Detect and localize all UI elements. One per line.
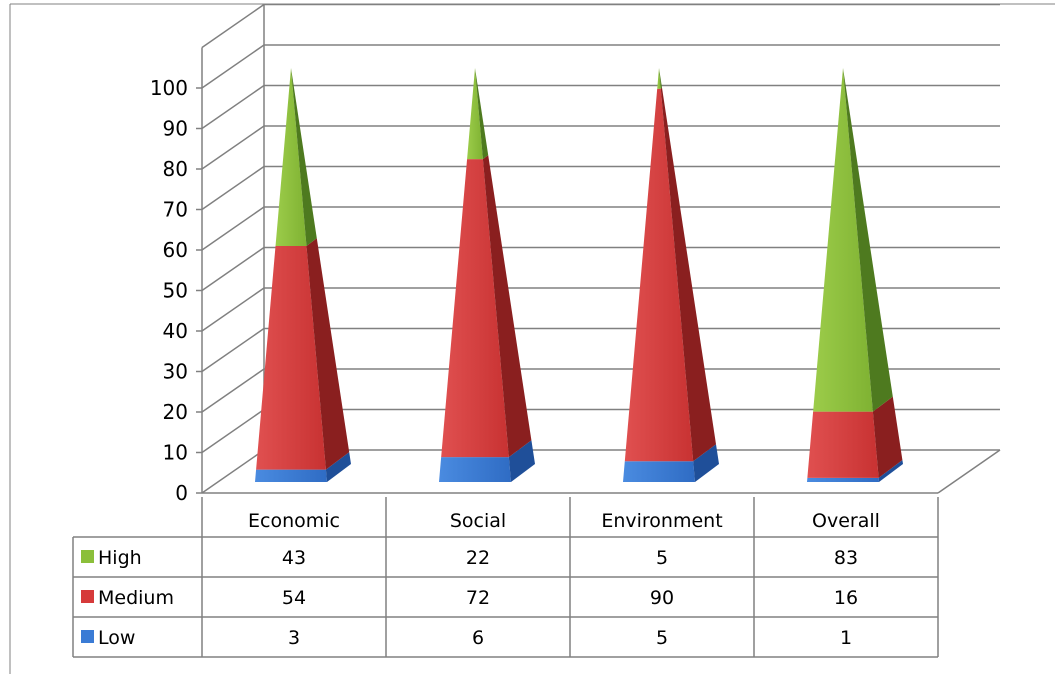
pyramid-segment-high-front [275,68,307,247]
gridline-side [201,125,265,170]
data-table: Economic Social Environment Overall High 43 22… [72,497,939,658]
category-label: Social [450,510,506,532]
category-label: Economic [248,510,340,532]
category-label: Environment [601,510,722,532]
y-tick-label: 50 [163,279,188,303]
pyramid-segment-low-front [807,477,879,482]
y-tick-label: 90 [163,117,188,141]
pyramid-segment-low-side [693,444,719,482]
pyramid-social [439,68,535,482]
pyramid-segment-high-side [291,68,317,247]
pyramid-segment-low-front [255,469,327,482]
series-label: Medium [98,587,174,609]
data-label: 1 [840,627,852,649]
pyramid-segment-medium-front [807,411,879,478]
chart-floor [202,449,1001,494]
data-label: 90 [650,587,674,609]
pyramid-segment-medium-front [441,159,509,458]
gridline-side [201,287,265,332]
data-label: 5 [656,627,668,649]
pyramid-segment-medium-side [482,155,532,458]
y-tick-label: 80 [163,157,188,181]
y-tick-label: 10 [163,441,188,465]
pyramid-economic [255,68,351,482]
pyramid-segment-low-front [439,457,511,482]
gridline-side [201,3,265,49]
data-label: 6 [472,627,484,649]
series-label: High [98,547,142,569]
floor-right-edge [937,449,1001,494]
pyramid-segment-low-side [508,440,535,482]
data-label: 83 [834,547,858,569]
y-tick-label: 40 [163,319,188,343]
category-label: Overall [812,510,880,532]
y-tick-label: 20 [163,400,188,424]
data-label: 3 [288,627,300,649]
gridline-side [201,327,265,373]
pyramids [255,68,903,482]
gridline-side [201,44,265,89]
data-label: 43 [282,547,306,569]
data-label: 72 [466,587,490,609]
gridline-side [201,165,265,211]
y-tick-label: 0 [175,481,188,505]
gridline-side [201,246,265,292]
pyramid-segment-medium-side [872,396,903,478]
y-tick-label: 100 [150,76,188,100]
legend-key-low [81,630,94,643]
pyramid-segment-low-side [325,452,351,482]
pyramid-overall [807,68,903,482]
gridline-side [201,206,265,251]
data-label: 5 [656,547,668,569]
legend-key-medium [81,590,94,603]
data-label: 22 [466,547,490,569]
legend-key-high [81,550,94,563]
series-label: Low [98,627,135,649]
gridline-side [201,449,265,494]
gridline-side [201,408,265,454]
data-label: 54 [282,587,306,609]
y-tick-label: 60 [163,238,188,262]
pyramid-environment [623,68,719,482]
y-axis: 0 10 20 30 40 50 60 70 80 90 100 [150,4,265,505]
pyramid-segment-medium-side [306,238,350,470]
pyramid-segment-high-front [657,68,661,89]
gridline-side [201,84,265,130]
pyramid-segment-low-side [878,460,903,482]
pyramid-segment-high-side [475,68,489,160]
pyramid-segment-high-side [843,68,893,412]
pyramid-segment-medium-side [660,87,716,462]
y-tick-label: 70 [163,198,188,222]
pyramid-segment-medium-front [624,88,694,462]
pyramid-segment-high-side [659,68,662,89]
pyramid-segment-high-front [813,68,873,412]
data-label: 16 [834,587,858,609]
y-tick-label: 30 [163,360,188,384]
pyramid-segment-low-front [623,461,695,482]
pyramid-segment-high-front [467,68,483,160]
gridline-side [201,368,265,413]
pyramid-segment-medium-front [256,246,326,470]
